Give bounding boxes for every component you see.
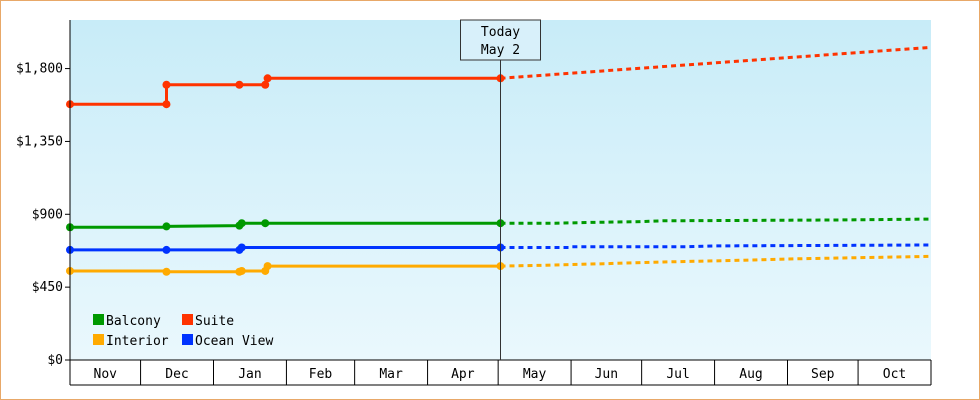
- legend-swatch: [182, 314, 193, 325]
- legend-label: Ocean View: [195, 334, 273, 349]
- y-tick-label: $1,800: [16, 62, 63, 77]
- legend-swatch: [93, 314, 104, 325]
- legend-item: Interior: [93, 334, 169, 349]
- data-point: [162, 245, 171, 254]
- x-tick-label: Aug: [739, 367, 762, 382]
- x-tick-label: Mar: [379, 367, 403, 382]
- data-point: [237, 219, 246, 228]
- data-point: [237, 243, 246, 252]
- y-tick-label: $900: [32, 207, 63, 222]
- data-point: [263, 262, 272, 271]
- legend-item: Ocean View: [182, 334, 273, 349]
- legend-item: Suite: [182, 314, 234, 329]
- series-balcony: [66, 217, 929, 232]
- today-date: May 2: [481, 43, 520, 58]
- y-tick-label: $1,350: [16, 134, 63, 149]
- x-tick-label: Dec: [165, 367, 188, 382]
- forecast-line: [500, 254, 929, 268]
- x-tick-label: Nov: [94, 367, 118, 382]
- data-point: [162, 100, 171, 109]
- data-point: [237, 266, 246, 275]
- x-tick-label: Jan: [238, 367, 261, 382]
- legend-swatch: [93, 334, 104, 345]
- series-suite: [66, 46, 929, 109]
- today-label: Today: [481, 25, 520, 40]
- data-point: [263, 74, 272, 83]
- legend-label: Interior: [106, 334, 169, 349]
- legend-item: Balcony: [93, 314, 161, 329]
- x-tick-label: Jun: [595, 367, 618, 382]
- y-tick-label: $0: [47, 353, 63, 368]
- x-tick-label: Sep: [811, 367, 835, 382]
- forecast-line: [500, 243, 929, 249]
- data-point: [261, 219, 270, 228]
- legend-label: Balcony: [106, 314, 161, 329]
- today-box: [460, 19, 541, 61]
- legend-swatch: [182, 334, 193, 345]
- data-point: [162, 222, 171, 231]
- x-tick-label: Feb: [309, 367, 333, 382]
- data-point: [162, 267, 171, 276]
- x-tick-label: Jul: [666, 367, 689, 382]
- x-tick-label: May: [523, 367, 547, 382]
- data-point: [261, 80, 270, 89]
- data-point: [235, 80, 244, 89]
- y-tick-label: $450: [32, 280, 63, 295]
- x-tick-label: Apr: [451, 367, 475, 382]
- forecast-line: [500, 217, 929, 225]
- series-interior: [66, 254, 929, 276]
- legend-label: Suite: [195, 314, 234, 329]
- x-tick-label: Oct: [883, 367, 906, 382]
- data-point: [162, 80, 171, 89]
